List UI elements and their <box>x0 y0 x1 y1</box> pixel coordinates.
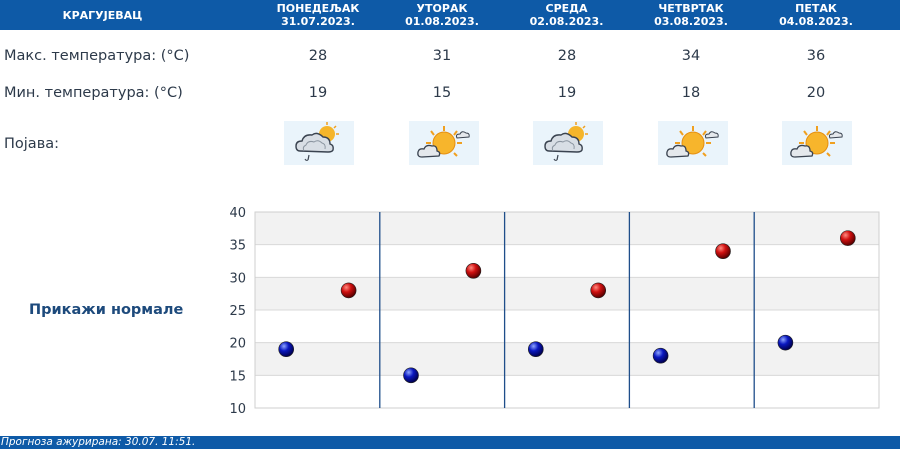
y-tick-label: 25 <box>229 304 246 319</box>
min-temp-value: 19 <box>308 85 328 101</box>
y-tick-label: 40 <box>229 206 246 221</box>
min-temp-point <box>403 367 419 384</box>
day-name: УТОРАК <box>416 2 468 15</box>
max-temp-value: 36 <box>806 48 826 64</box>
chart-band <box>255 342 879 376</box>
min-temp-point <box>652 347 669 364</box>
day-date: 01.08.2023. <box>405 15 479 28</box>
day-header-2: УТОРАК 01.08.2023. <box>380 0 504 30</box>
max-temp-point <box>340 282 357 299</box>
plot-frame <box>254 211 880 409</box>
min-temp-value: 20 <box>806 85 826 101</box>
chart-band <box>255 375 879 408</box>
show-normals-button[interactable]: Прикажи нормале <box>29 302 184 318</box>
y-tick-label: 15 <box>229 369 246 384</box>
chart-band <box>255 277 879 310</box>
chart-band <box>255 244 879 278</box>
max-temp-point <box>715 243 731 259</box>
sunny-cloudy-icon <box>782 121 852 165</box>
day-header-4: ЧЕТВРТАК 03.08.2023. <box>629 0 753 30</box>
day-date: 31.07.2023. <box>281 15 355 28</box>
y-tick-label: 10 <box>229 402 246 417</box>
day-name: ПЕТАК <box>795 2 837 15</box>
day-date: 02.08.2023. <box>529 15 604 28</box>
max-temp-value: 28 <box>308 48 328 64</box>
min-temp-point <box>527 341 544 358</box>
y-tick-label: 35 <box>229 239 246 254</box>
phenomenon-label: Појава: <box>4 136 60 152</box>
max-temp-point <box>590 282 607 299</box>
day-date: 04.08.2023. <box>779 15 853 28</box>
update-footer: Прогноза ажурирана: 30.07. 11:51. <box>0 436 900 449</box>
max-temp-label: Макс. температура: (°C) <box>4 48 190 64</box>
sunny-cloudy-icon <box>658 121 728 165</box>
y-tick-label: 20 <box>229 337 246 352</box>
forecast-updated-text: Прогноза ажурирана: 30.07. 11:51. <box>1 436 196 448</box>
max-temp-value: 34 <box>681 48 701 64</box>
city-name: КРАГУЈЕВАЦ <box>62 8 143 22</box>
min-temp-point <box>777 334 794 351</box>
day-date: 03.08.2023. <box>654 15 728 28</box>
chart-band <box>255 212 879 245</box>
chart-band <box>255 310 879 343</box>
day-name: ПОНЕДЕЉАК <box>276 2 360 15</box>
forecast-header: КРАГУЈЕВАЦ ПОНЕДЕЉАК 31.07.2023. УТОРАК … <box>0 0 900 30</box>
max-temp-value: 31 <box>432 48 452 64</box>
partly-cloudy-light-rain-icon <box>284 121 354 165</box>
min-temp-label: Мин. температура: (°C) <box>4 85 183 101</box>
day-header-5: ПЕТАК 04.08.2023. <box>753 0 879 30</box>
day-header-3: СРЕДА 02.08.2023. <box>504 0 629 30</box>
sunny-cloudy-icon <box>409 121 479 165</box>
min-temp-value: 18 <box>681 85 701 101</box>
y-tick-label: 30 <box>229 271 246 286</box>
min-temp-value: 19 <box>557 85 577 101</box>
max-temp-value: 28 <box>557 48 577 64</box>
day-header-1: ПОНЕДЕЉАК 31.07.2023. <box>256 0 380 30</box>
min-temp-value: 15 <box>432 85 452 101</box>
day-name: СРЕДА <box>545 2 588 15</box>
day-name: ЧЕТВРТАК <box>658 2 724 15</box>
partly-cloudy-light-rain-icon <box>533 121 603 165</box>
max-temp-point <box>839 230 856 246</box>
max-temp-point <box>465 262 482 279</box>
min-temp-point <box>278 341 295 358</box>
